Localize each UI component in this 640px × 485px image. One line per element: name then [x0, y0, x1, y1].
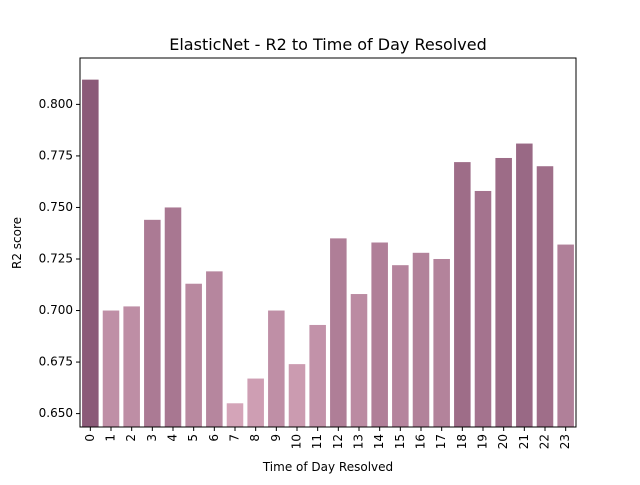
bar-17	[433, 258, 450, 427]
x-tick-label: 6	[207, 434, 221, 442]
x-tick-label: 0	[83, 434, 97, 442]
chart-title: ElasticNet - R2 to Time of Day Resolved	[169, 35, 486, 54]
x-tick-label: 10	[290, 434, 304, 449]
bar-23	[557, 244, 574, 427]
bar-2	[123, 306, 140, 427]
x-tick-label: 8	[248, 434, 262, 442]
bar-19	[474, 190, 492, 427]
x-axis-label: Time of Day Resolved	[262, 460, 393, 474]
bar-22	[536, 166, 554, 427]
y-tick-label: 0.800	[39, 97, 73, 111]
bar-12	[330, 238, 347, 427]
y-tick-label: 0.675	[39, 355, 73, 369]
x-tick-label: 21	[517, 434, 531, 449]
x-tick-label: 19	[476, 434, 490, 449]
bar-15	[392, 265, 409, 427]
y-tick-label: 0.650	[39, 406, 73, 420]
bar-7	[226, 403, 244, 427]
bar-0	[82, 79, 99, 427]
x-tick-label: 16	[414, 434, 428, 449]
x-tick-label: 22	[538, 434, 552, 449]
bar-14	[371, 242, 388, 427]
bars-group	[82, 79, 574, 428]
plot-frame	[79, 57, 577, 428]
bar-20	[495, 157, 512, 427]
bar-8	[247, 378, 264, 427]
x-tick-label: 13	[352, 434, 366, 449]
x-tick-label: 11	[310, 434, 324, 449]
x-tick-label: 18	[455, 434, 469, 449]
x-tick-label: 7	[228, 434, 242, 442]
x-tick-label: 20	[496, 434, 510, 449]
bar-4	[164, 207, 182, 427]
bar-18	[454, 162, 471, 428]
x-tick-label: 23	[558, 434, 572, 449]
bar-9	[268, 310, 285, 427]
x-tick-label: 1	[104, 434, 118, 442]
bar-6	[206, 271, 223, 427]
y-tick-label: 0.725	[39, 251, 73, 265]
y-axis-label: R2 score	[10, 217, 24, 269]
bar-11	[309, 324, 326, 427]
x-tick-label: 3	[145, 434, 159, 442]
y-ticks-group: 0.650 0.675 0.700 0.725 0.750 0.775 0.800	[39, 97, 80, 420]
y-tick-label: 0.775	[39, 148, 73, 162]
bar-16	[412, 252, 430, 427]
x-tick-label: 17	[434, 434, 448, 449]
bar-10	[288, 364, 306, 427]
bar-21	[516, 143, 533, 427]
x-tick-label: 15	[393, 434, 407, 449]
bar-5	[185, 283, 202, 427]
x-tick-label: 2	[124, 434, 138, 442]
x-tick-label: 5	[186, 434, 200, 442]
x-tick-label: 12	[331, 434, 345, 449]
y-tick-label: 0.750	[39, 200, 73, 214]
bar-1	[102, 310, 120, 427]
x-tick-label: 9	[269, 434, 283, 442]
x-ticks-group: 0 1 2 3 4 5 6 7 8 9 10 11 12 13 14 15 16 17 18 19 20 21 22 23	[83, 427, 572, 449]
bar-3	[144, 219, 161, 427]
x-tick-label: 14	[372, 434, 386, 449]
x-tick-label: 4	[166, 434, 180, 442]
y-tick-label: 0.700	[39, 303, 73, 317]
bar-13	[350, 294, 368, 427]
